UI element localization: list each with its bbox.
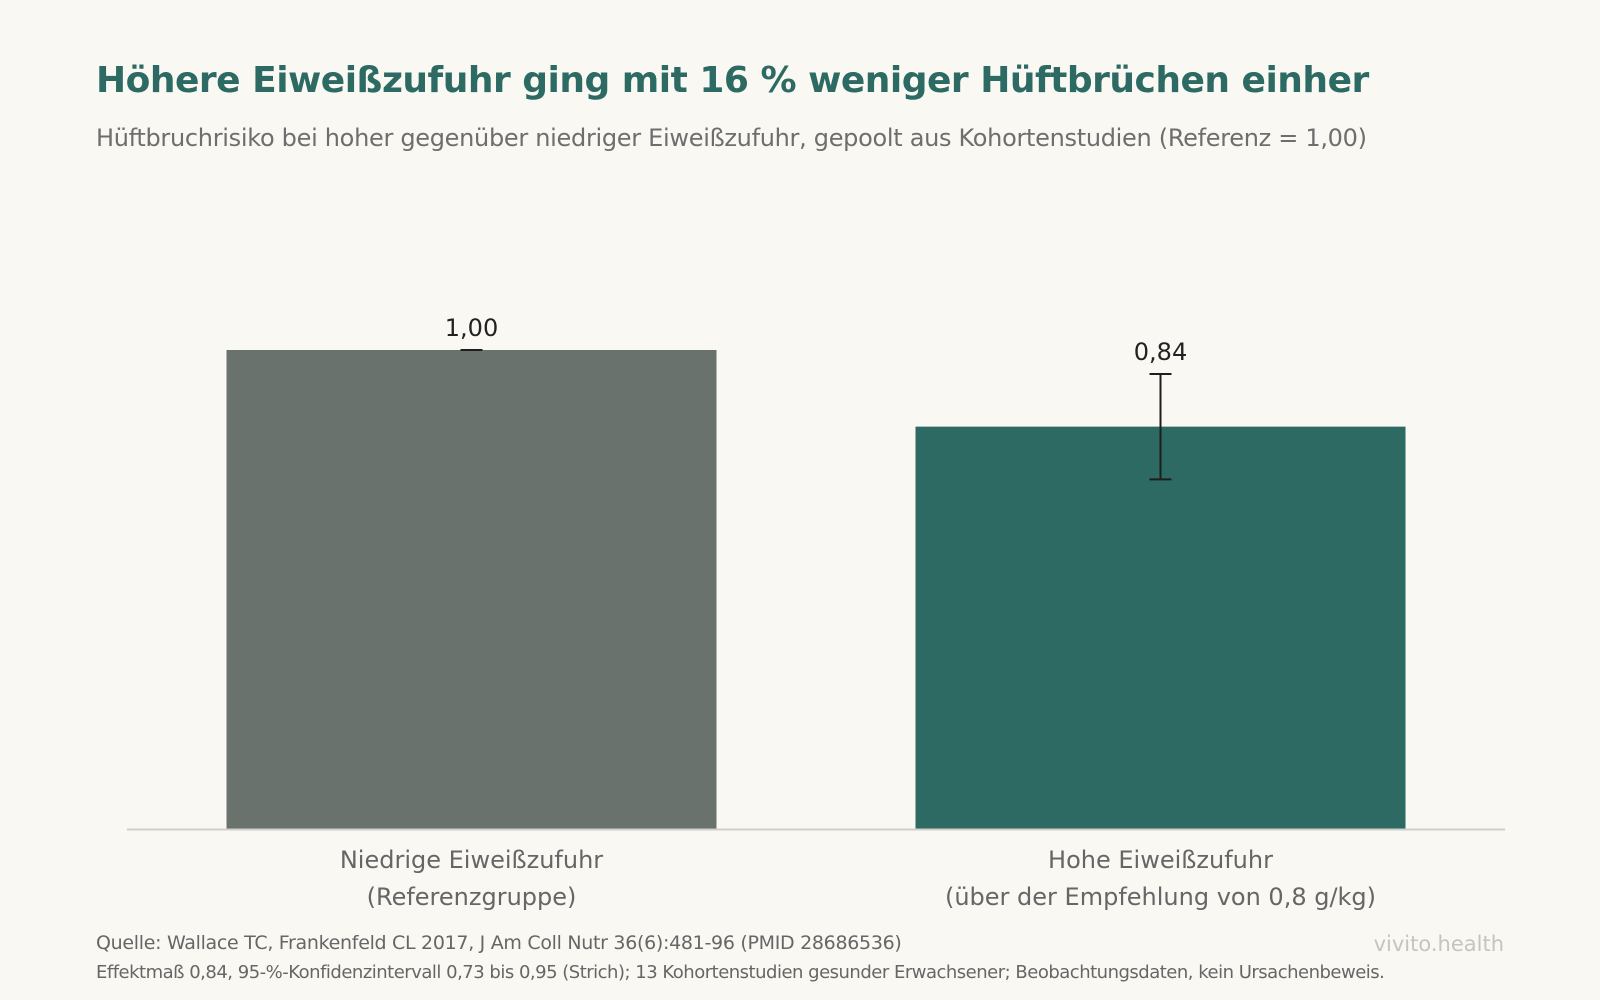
x-tick-label-1-line-2: (Referenzgruppe) [367, 883, 577, 911]
value-label-1: 1,00 [445, 314, 498, 342]
chart-subtitle: Hüftbruchrisiko bei hoher gegenüber nied… [96, 124, 1367, 152]
x-tick-label-1-line-1: Niedrige Eiweißzufuhr [340, 846, 603, 874]
bar-chart: 1,00 Niedrige Eiweißzufuhr (Referenzgruppe… [127, 314, 1505, 911]
brand-watermark: vivito.health [1373, 932, 1504, 956]
x-tick-label-2-line-1: Hohe Eiweißzufuhr [1048, 846, 1273, 874]
bar-2 [915, 426, 1406, 829]
value-label-2: 0,84 [1134, 338, 1187, 366]
x-tick-label-2-line-2: (über der Empfehlung von 0,8 g/kg) [945, 883, 1376, 911]
chart-title: Höhere Eiweißzufuhr ging mit 16 % wenige… [96, 60, 1369, 101]
source-citation: Quelle: Wallace TC, Frankenfeld CL 2017,… [96, 932, 902, 954]
bar-1 [226, 350, 717, 829]
footnote: Effektmaß 0,84, 95-%-Konfidenzintervall … [96, 962, 1385, 983]
